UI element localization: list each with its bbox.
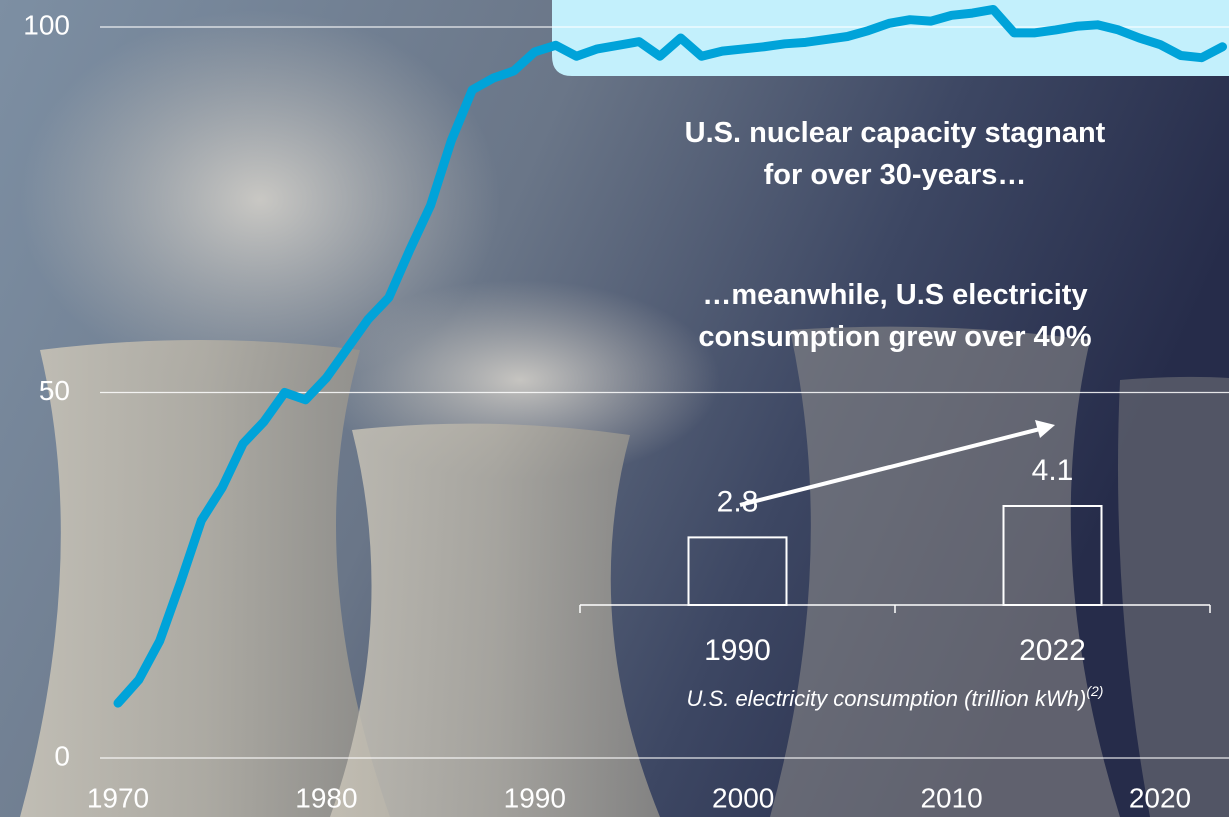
x-tick-label: 1990	[704, 634, 771, 667]
x-tick-label: 2020	[1129, 782, 1191, 813]
x-axis-label: U.S. electricity consumption (trillion k…	[687, 683, 1104, 711]
x-tick-label: 2022	[1019, 634, 1086, 667]
x-tick-label: 1990	[504, 782, 566, 813]
cooling-tower	[20, 340, 390, 817]
y-tick-label: 100	[23, 9, 70, 40]
chart: 050100197019801990200020102020 U.S. nucl…	[0, 0, 1229, 817]
footnote-ref: (2)	[1086, 683, 1103, 699]
x-axis-label-text: U.S. electricity consumption (trillion k…	[687, 686, 1087, 711]
x-tick-label: 1970	[87, 782, 149, 813]
x-tick-label: 1980	[295, 782, 357, 813]
value-label: 2.8	[717, 485, 759, 518]
y-tick-label: 50	[39, 375, 70, 406]
value-label: 4.1	[1032, 454, 1074, 487]
y-tick-label: 0	[54, 740, 70, 771]
x-tick-label: 2010	[920, 782, 982, 813]
x-tick-label: 2000	[712, 782, 774, 813]
page: {"chart_data": [ {"type": "line", "x": […	[0, 0, 1229, 817]
cooling-tower	[770, 327, 1120, 817]
